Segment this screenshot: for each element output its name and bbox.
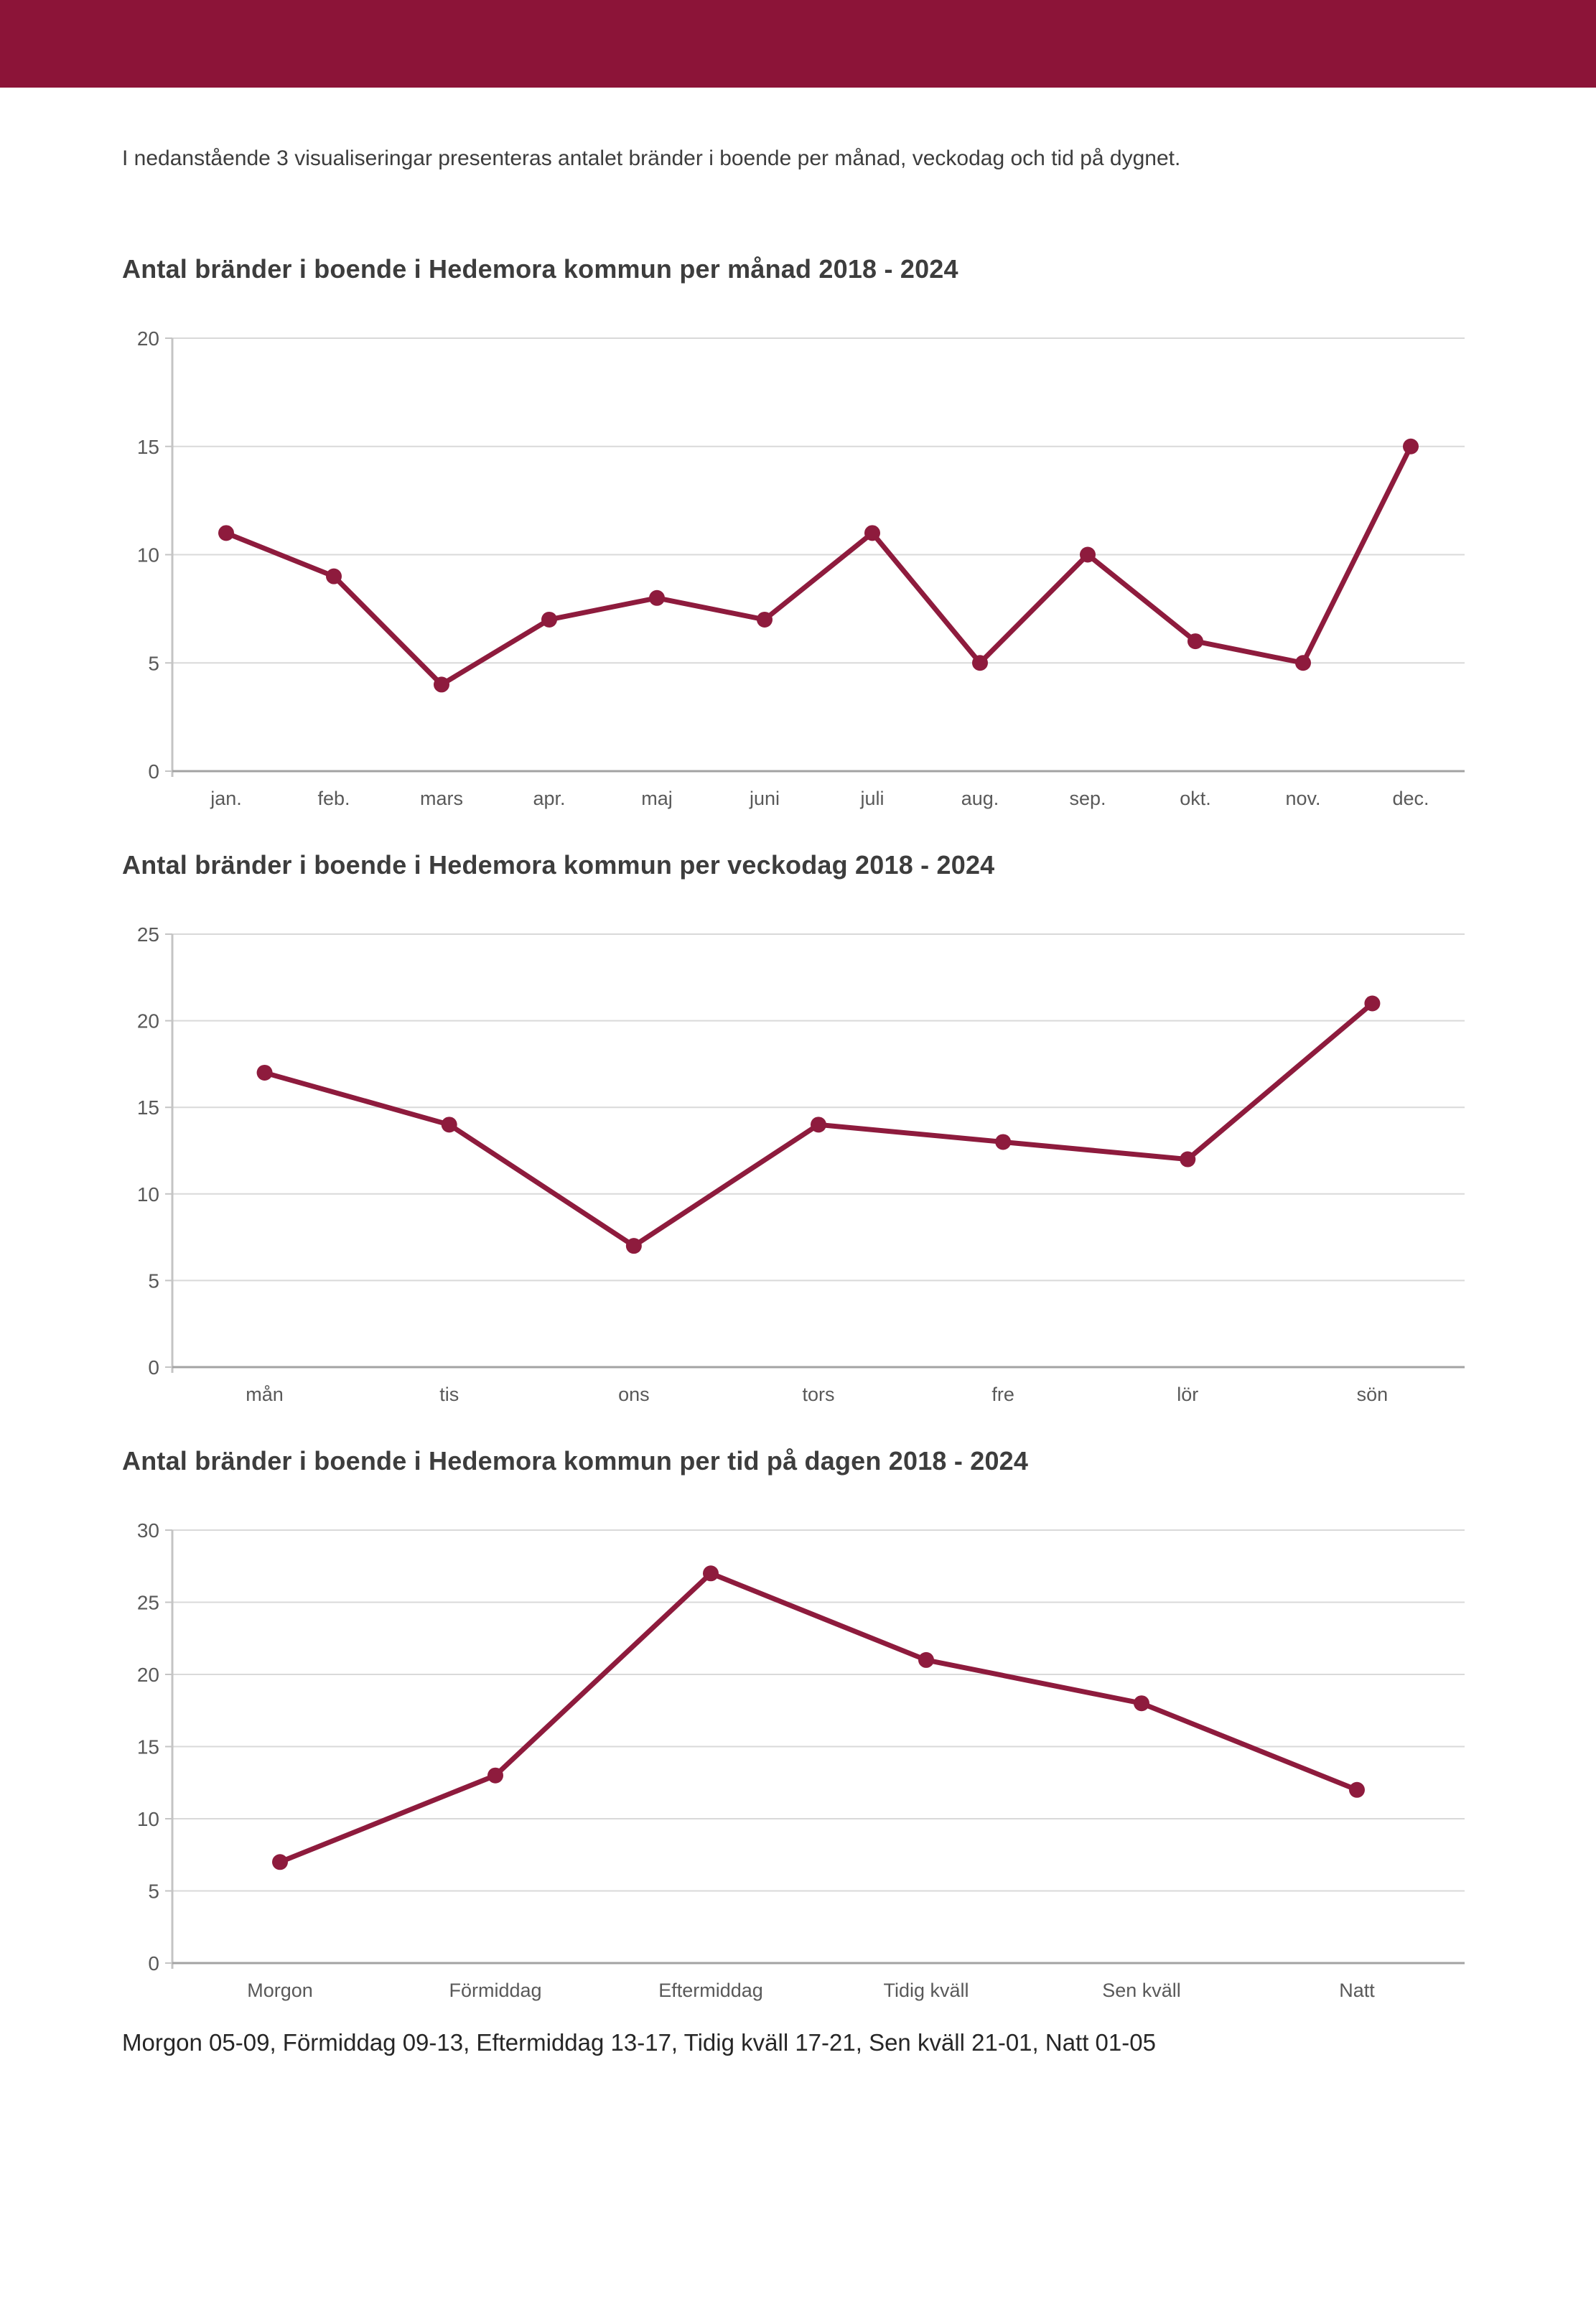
x-tick-label: tis	[439, 1384, 459, 1405]
y-tick-label: 15	[137, 1096, 159, 1119]
data-point	[1134, 1695, 1149, 1712]
y-tick-label: 5	[148, 652, 159, 674]
data-point	[811, 1117, 826, 1133]
header-banner	[0, 0, 1596, 88]
time-of-day-chart-section: Antal bränder i boende i Hedemora kommun…	[122, 1446, 1488, 2009]
weekday-line-chart: 0 5 10 15 20 25 mån tis ons tors fre lör sön	[137, 923, 1465, 1405]
x-tick-label: juli	[859, 788, 884, 809]
x-tick-label: jan.	[210, 788, 242, 809]
y-tick-label: 0	[148, 1952, 159, 1975]
x-tick-label: okt.	[1180, 788, 1211, 809]
y-tick-label: 0	[148, 760, 159, 783]
x-tick-label: Morgon	[247, 1980, 313, 2001]
y-tick-label: 30	[137, 1519, 159, 1542]
x-tick-label: ons	[618, 1384, 650, 1405]
time-of-day-line-chart: 0 5 10 15 20 25 30 Morgon Förmiddag Eftermiddag Ti…	[137, 1519, 1465, 2001]
x-tick-label: dec.	[1392, 788, 1429, 809]
x-tick-label: lör	[1177, 1384, 1198, 1405]
monthly-chart-section: Antal bränder i boende i Hedemora kommun…	[122, 254, 1488, 817]
x-tick-label: Sen kväll	[1102, 1980, 1181, 2001]
y-tick-label: 20	[137, 327, 159, 350]
monthly-line-chart: 0 5 10 15 20 jan. feb. mars apr. maj juni juli aug. s…	[137, 327, 1465, 809]
x-tick-label: sön	[1357, 1384, 1389, 1405]
data-point	[256, 1064, 273, 1081]
time-of-day-chart-title: Antal bränder i boende i Hedemora kommun…	[122, 1446, 1029, 1476]
y-tick-label: 15	[137, 1736, 159, 1758]
data-point	[703, 1565, 719, 1582]
x-tick-label: tors	[802, 1384, 834, 1405]
data-point	[1080, 546, 1096, 563]
trend-line	[223, 444, 1414, 687]
report-content: I nedanstående 3 visualiseringar present…	[0, 144, 1596, 2056]
data-point	[487, 1767, 503, 1784]
x-tick-label: Natt	[1339, 1980, 1375, 2001]
y-tick-label: 25	[137, 923, 159, 946]
data-point	[541, 611, 557, 628]
data-point	[757, 611, 773, 628]
x-tick-label: mån	[246, 1384, 284, 1405]
y-tick-label: 10	[137, 1183, 159, 1206]
y-tick-label: 5	[148, 1269, 159, 1292]
data-point	[1295, 655, 1311, 671]
monthly-chart-title: Antal bränder i boende i Hedemora kommun…	[122, 254, 958, 284]
data-point	[434, 676, 449, 693]
x-tick-label: Förmiddag	[449, 1980, 541, 2001]
data-point	[272, 1854, 288, 1870]
data-point	[441, 1117, 457, 1133]
data-point	[326, 568, 342, 584]
x-tick-label: Tidig kväll	[883, 1980, 969, 2001]
x-tick-label: fre	[991, 1384, 1014, 1405]
y-tick-label: 20	[137, 1010, 159, 1033]
data-point	[625, 1238, 642, 1254]
data-point	[1364, 995, 1381, 1012]
x-tick-label: feb.	[317, 788, 350, 809]
data-point	[1187, 633, 1203, 650]
data-point	[972, 655, 988, 671]
x-tick-label: sep.	[1069, 788, 1106, 809]
x-tick-label: mars	[420, 788, 463, 809]
trend-line	[277, 1570, 1360, 1865]
time-ranges-note: Morgon 05-09, Förmiddag 09-13, Eftermidd…	[122, 2029, 1156, 2056]
weekday-chart-section: Antal bränder i boende i Hedemora kommun…	[122, 850, 1488, 1413]
data-point	[995, 1134, 1012, 1150]
data-point	[218, 525, 234, 541]
x-tick-label: nov.	[1285, 788, 1320, 809]
y-tick-label: 25	[137, 1592, 159, 1614]
y-tick-label: 0	[148, 1356, 159, 1379]
data-point	[864, 525, 880, 541]
y-tick-label: 10	[137, 544, 159, 567]
data-point	[1403, 438, 1419, 455]
x-tick-label: juni	[749, 788, 780, 809]
y-tick-label: 10	[137, 1808, 159, 1830]
data-point	[918, 1651, 934, 1668]
weekday-chart-title: Antal bränder i boende i Hedemora kommun…	[122, 850, 995, 880]
intro-text: I nedanstående 3 visualiseringar present…	[122, 146, 1181, 170]
x-tick-label: Eftermiddag	[658, 1980, 763, 2001]
y-tick-label: 15	[137, 436, 159, 458]
data-point	[649, 589, 665, 606]
x-tick-label: aug.	[961, 788, 999, 809]
data-point	[1349, 1781, 1365, 1798]
data-point	[1180, 1151, 1196, 1168]
y-tick-label: 5	[148, 1880, 159, 1903]
y-tick-label: 20	[137, 1664, 159, 1686]
x-tick-label: apr.	[533, 788, 565, 809]
x-tick-label: maj	[641, 788, 673, 809]
